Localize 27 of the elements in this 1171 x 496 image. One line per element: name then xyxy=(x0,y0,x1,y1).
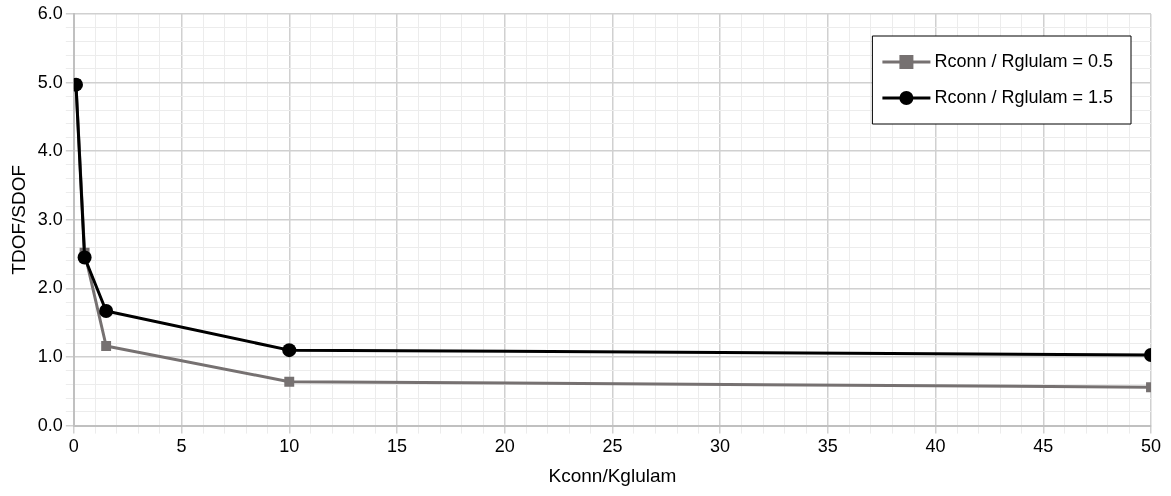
x-tick-label: 25 xyxy=(602,436,623,457)
y-tick-label: 5.0 xyxy=(37,71,63,92)
point xyxy=(282,343,297,358)
x-tick-label: 50 xyxy=(1140,436,1162,457)
y-tick-label: 4.0 xyxy=(37,140,63,161)
x-tick-label: 5 xyxy=(176,436,187,457)
x-tick-label: 15 xyxy=(386,436,407,457)
legend-label: Rconn / Rglulam = 0.5 xyxy=(934,50,1113,71)
y-axis-title: TDOF/SDOF xyxy=(7,164,29,275)
x-tick-label: 45 xyxy=(1033,436,1054,457)
point xyxy=(77,250,92,265)
x-tick-label: 20 xyxy=(494,436,515,457)
y-tick-label: 0.0 xyxy=(37,414,63,435)
y-tick-label: 2.0 xyxy=(37,277,63,298)
y-tick-label: 1.0 xyxy=(37,345,63,366)
y-tick-label: 3.0 xyxy=(37,208,63,229)
x-tick-label: 10 xyxy=(279,436,300,457)
legend-label: Rconn / Rglulam = 1.5 xyxy=(934,86,1113,107)
y-tick-label: 6.0 xyxy=(37,2,63,23)
x-tick-label: 40 xyxy=(925,436,946,457)
x-tick-label: 30 xyxy=(710,436,731,457)
x-tick-label: 0 xyxy=(68,436,79,457)
point xyxy=(99,304,114,319)
point xyxy=(284,376,295,387)
x-axis-title: Kconn/Kglulam xyxy=(548,464,677,486)
point xyxy=(101,341,112,351)
x-tick-label: 35 xyxy=(817,436,838,457)
